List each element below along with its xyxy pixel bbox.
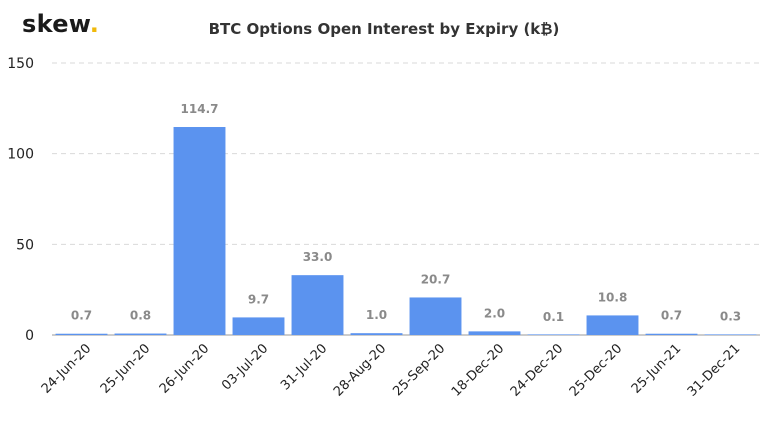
x-tick-label: 28-Aug-20 (331, 341, 389, 399)
data-label: 10.8 (598, 290, 628, 304)
x-tick-label: 25-Dec-20 (567, 341, 625, 399)
x-tick-label: 25-Jun-20 (98, 341, 154, 397)
data-label: 0.3 (720, 309, 741, 323)
x-tick-label: 26-Jun-20 (157, 341, 213, 397)
x-tick-label: 31-Jul-20 (278, 341, 330, 393)
bar (55, 333, 108, 335)
bar (586, 315, 639, 335)
x-tick-label: 25-Jun-21 (629, 341, 685, 397)
data-label: 1.0 (366, 308, 387, 322)
chart-title: BTC Options Open Interest by Expiry (k₿) (208, 20, 560, 38)
y-tick-label: 0 (25, 328, 34, 344)
data-label: 114.7 (181, 102, 219, 116)
bar (291, 275, 344, 335)
bar (232, 317, 285, 335)
x-tick-label: 31-Dec-21 (685, 341, 743, 399)
data-label: 0.7 (661, 309, 682, 323)
x-tick-label: 03-Jul-20 (219, 341, 271, 393)
x-tick-label: 24-Jun-20 (39, 341, 95, 397)
bar (645, 333, 698, 335)
data-label: 2.0 (484, 306, 505, 320)
data-label: 0.1 (543, 310, 564, 324)
bar (704, 334, 757, 335)
data-label: 0.7 (71, 309, 92, 323)
logo-dot: . (89, 10, 100, 38)
x-tick-label: 18-Dec-20 (449, 341, 507, 399)
skew-logo: skew. (22, 10, 99, 38)
x-tick-label: 25-Sep-20 (390, 341, 448, 399)
bar (468, 331, 521, 335)
data-label: 9.7 (248, 292, 269, 306)
bar (114, 333, 167, 335)
bar (350, 333, 403, 335)
bar (409, 297, 462, 335)
data-label: 0.8 (130, 309, 151, 323)
y-tick-label: 50 (16, 237, 34, 253)
data-label: 33.0 (303, 250, 333, 264)
y-tick-label: 100 (7, 147, 34, 163)
logo-text: skew (22, 10, 90, 38)
y-tick-label: 150 (7, 56, 34, 72)
data-label: 20.7 (421, 272, 451, 286)
x-tick-label: 24-Dec-20 (508, 341, 566, 399)
bar (527, 334, 580, 335)
bar (173, 127, 226, 335)
